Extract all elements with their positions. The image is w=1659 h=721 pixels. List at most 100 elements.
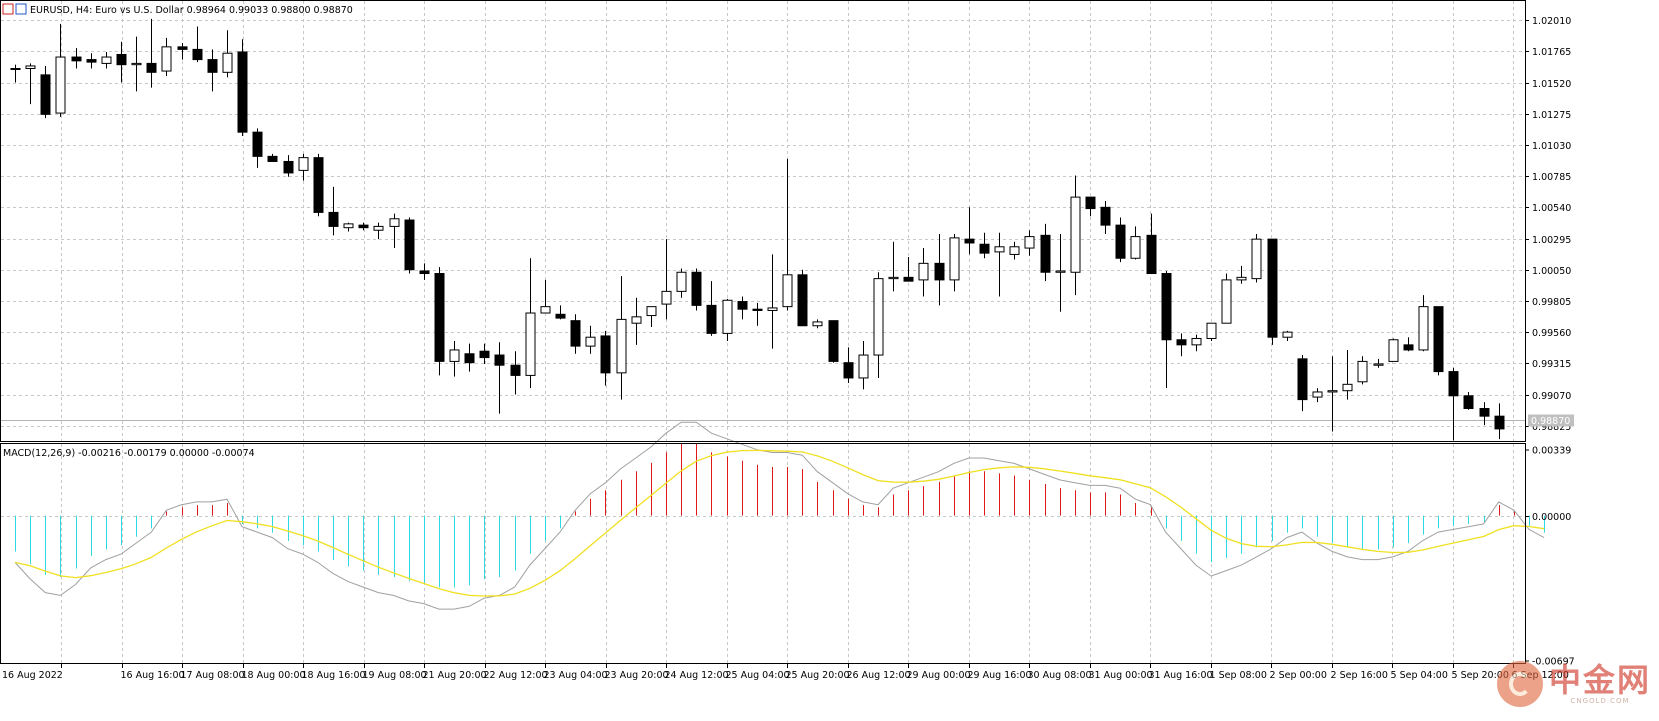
bear-candle	[934, 262, 945, 281]
bull-candle	[101, 56, 112, 64]
bear-candle	[570, 320, 581, 347]
bull-candle	[449, 349, 460, 362]
bear-candle	[313, 157, 324, 213]
bear-candle	[979, 243, 990, 254]
time-tick-label: 1 Sep 08:00	[1210, 670, 1267, 681]
cngold-logo-icon	[1496, 661, 1543, 707]
price-tick-label: 1.01275	[1532, 110, 1571, 121]
bull-candle	[1236, 276, 1247, 281]
bull-candle	[994, 246, 1005, 253]
bull-candle	[676, 271, 687, 292]
bear-candle	[706, 304, 717, 334]
macd-label: MACD(12,26,9) -0.00216 -0.00179 0.00000 …	[3, 448, 255, 459]
bear-candle	[843, 362, 854, 379]
bear-candle	[555, 313, 566, 319]
bull-candle	[812, 321, 823, 327]
bull-candle	[1009, 246, 1020, 255]
time-tick-label: 17 Aug 08:00	[181, 670, 245, 681]
bull-candle	[918, 262, 929, 281]
price-tick-label: 0.99560	[1532, 328, 1571, 339]
bull-candle	[343, 223, 354, 229]
bull-candle	[1373, 363, 1384, 366]
price-tick-label: 1.00295	[1532, 235, 1571, 246]
bear-candle	[116, 53, 127, 66]
bear-candle	[419, 270, 430, 275]
bear-candle	[479, 350, 490, 359]
bull-candle	[1327, 390, 1338, 393]
macd-tick-label: 0.00000	[1532, 512, 1571, 523]
bull-candle	[1191, 337, 1202, 346]
macd-tick-label: -0.00697	[1532, 657, 1575, 668]
bull-candle	[1388, 339, 1399, 362]
time-tick-label: 16 Aug 16:00	[121, 670, 185, 681]
time-tick-label: 21 Aug 20:00	[423, 670, 487, 681]
time-tick-label: 23 Aug 04:00	[544, 670, 608, 681]
time-tick-label: 16 Aug 2022	[2, 670, 63, 681]
bull-candle	[782, 274, 793, 308]
price-tick-label: 0.99315	[1532, 359, 1571, 370]
price-tick-label: 0.98825	[1532, 422, 1571, 433]
price-pane-border	[0, 0, 1526, 442]
macd-axis: 0.00339 0.00000 -0.00697	[1525, 446, 1575, 668]
bull-candle	[888, 276, 899, 280]
bull-candle	[1130, 236, 1141, 259]
bull-candle	[10, 67, 21, 70]
bear-candle	[600, 335, 611, 374]
bull-candle	[631, 316, 642, 324]
macd-signal-line	[14, 449, 1545, 597]
bear-candle	[964, 238, 975, 244]
bear-candle	[40, 74, 51, 115]
time-tick-label: 25 Aug 20:00	[786, 670, 850, 681]
bull-candle	[1055, 270, 1066, 273]
time-tick-label: 29 Aug 00:00	[907, 670, 971, 681]
bear-candle	[404, 219, 415, 271]
bull-candle	[1221, 279, 1232, 324]
price-tick-label: 1.00785	[1532, 172, 1571, 183]
bear-candle	[283, 160, 294, 174]
bear-candle	[752, 308, 763, 311]
bear-candle	[237, 51, 248, 133]
bull-candle	[540, 306, 551, 314]
candle-bodies	[10, 46, 1505, 430]
chart-type-icon	[15, 3, 27, 15]
time-tick-label: 24 Aug 12:00	[665, 670, 729, 681]
bear-candle	[1267, 238, 1278, 338]
bear-candle	[1403, 344, 1414, 351]
bear-candle	[267, 155, 278, 162]
bear-candle	[434, 273, 445, 362]
bear-candle	[797, 274, 808, 327]
bull-candle	[55, 56, 66, 114]
bull-candle	[646, 306, 657, 317]
bull-candle	[767, 307, 778, 311]
chart-frame	[0, 0, 1526, 664]
current-price-label: 0.98870	[1531, 416, 1570, 427]
bull-candle	[1312, 391, 1323, 398]
bear-candle	[737, 301, 748, 310]
bull-candle	[873, 278, 884, 356]
bear-candle	[1176, 339, 1187, 346]
bull-candle	[585, 336, 596, 347]
time-tick-label: 2 Sep 00:00	[1270, 670, 1327, 681]
macd-tick-label: 0.00339	[1532, 446, 1571, 457]
header-bar: EURUSD, H4: Euro vs U.S. Dollar 0.98964 …	[2, 3, 353, 16]
bull-candle	[858, 354, 869, 379]
bull-candle	[1251, 238, 1262, 280]
price-tick-label: 1.01520	[1532, 79, 1571, 90]
bear-candle	[1115, 224, 1126, 259]
time-tick-label: 26 Aug 12:00	[847, 670, 911, 681]
time-tick-label: 29 Aug 16:00	[968, 670, 1032, 681]
bear-candle	[328, 211, 339, 227]
bull-candle	[222, 52, 233, 73]
macd-lines	[14, 421, 1545, 610]
bear-candle	[1494, 415, 1505, 430]
bear-candle	[86, 59, 97, 63]
bear-candle	[903, 276, 914, 282]
time-tick-label: 19 Aug 08:00	[363, 670, 427, 681]
bull-candle	[525, 312, 536, 376]
time-tick-label: 18 Aug 00:00	[242, 670, 306, 681]
bear-candle	[828, 320, 839, 362]
bear-candle	[177, 46, 188, 50]
price-axis: 1.02010 1.01765 1.01520 1.01275 1.01030 1.007…	[1525, 16, 1574, 433]
price-tick-label: 1.01030	[1532, 141, 1571, 152]
price-tick-label: 1.02010	[1532, 16, 1571, 27]
